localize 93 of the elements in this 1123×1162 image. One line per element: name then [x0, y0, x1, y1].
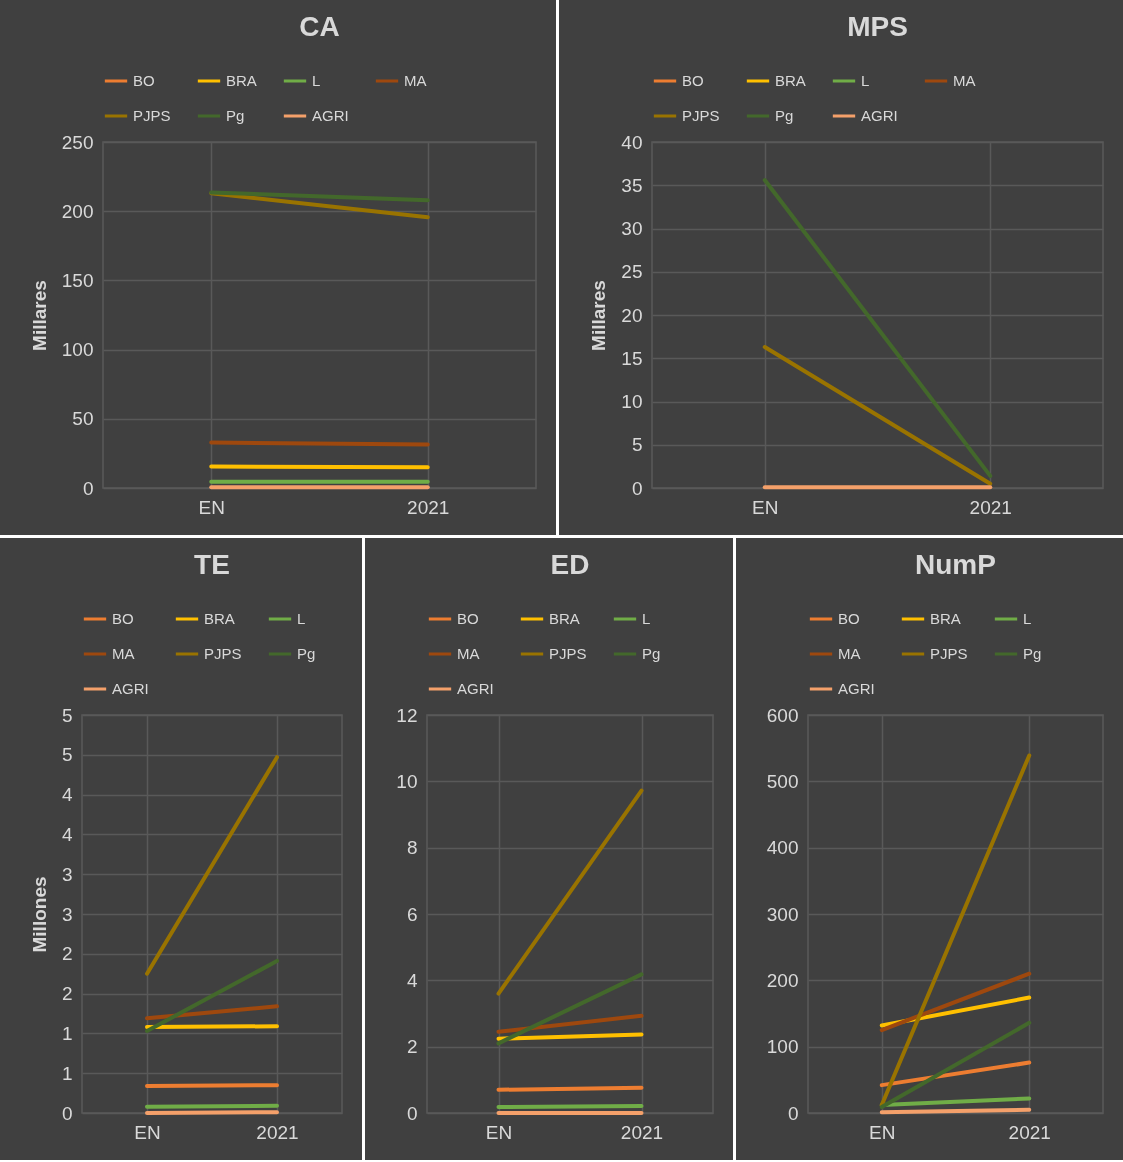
legend-label: L: [1023, 610, 1032, 627]
legend-label: PJPS: [133, 107, 171, 124]
y-tick-label: 30: [621, 218, 643, 239]
y-tick-label: 50: [72, 408, 94, 430]
x-tick-label: EN: [869, 1121, 896, 1143]
legend-label: Pg: [1023, 645, 1042, 662]
legend-label: BO: [838, 610, 860, 627]
y-tick-label: 400: [766, 837, 799, 859]
legend-label: AGRI: [112, 680, 149, 697]
legend-label: BRA: [204, 610, 235, 627]
legend-label: BO: [682, 72, 704, 89]
legend-label: AGRI: [838, 680, 875, 697]
legend-label: PJPS: [930, 645, 968, 662]
y-tick-label: 0: [787, 1102, 799, 1124]
legend-label: L: [861, 72, 870, 89]
legend-label: BRA: [226, 72, 257, 89]
y-tick-label: 1: [61, 1022, 73, 1044]
legend-label: PJPS: [549, 645, 587, 662]
y-tick-label: 0: [82, 477, 94, 499]
y-tick-label: 8: [406, 837, 418, 859]
y-tick-label: 600: [766, 704, 799, 726]
y-tick-label: 3: [61, 903, 73, 925]
legend-label: Pg: [297, 645, 316, 662]
chart-title: ED: [550, 549, 590, 580]
y-tick-label: 0: [61, 1102, 73, 1124]
y-tick-label: 12: [396, 704, 418, 726]
y-tick-label: 150: [61, 269, 94, 291]
legend-label: MA: [404, 72, 427, 89]
y-tick-label: 1: [61, 1062, 73, 1084]
legend-label: AGRI: [861, 107, 898, 124]
legend-label: MA: [838, 645, 861, 662]
legend-label: Pg: [226, 107, 245, 124]
x-tick-label: EN: [485, 1121, 513, 1143]
legend-label: L: [312, 72, 321, 89]
y-tick-label: 5: [631, 434, 643, 456]
y-tick-label: 35: [621, 174, 643, 196]
legend-label: L: [642, 610, 651, 627]
y-tick-label: 200: [766, 969, 799, 991]
y-axis-title: Millares: [28, 280, 50, 351]
legend-label: MA: [457, 645, 480, 662]
x-tick-label: 2021: [620, 1121, 664, 1143]
x-tick-label: EN: [134, 1121, 161, 1143]
y-tick-label: 250: [61, 131, 94, 153]
y-axis-title: Millares: [588, 280, 610, 351]
y-tick-label: 500: [766, 770, 799, 792]
legend-label: PJPS: [682, 107, 720, 124]
y-tick-label: 4: [61, 823, 73, 845]
chart-title: CA: [299, 11, 340, 42]
chart-title: NumP: [915, 549, 996, 580]
x-tick-label: EN: [752, 496, 779, 518]
y-tick-label: 200: [61, 200, 94, 222]
legend-label: MA: [112, 645, 135, 662]
legend-label: MA: [953, 72, 976, 89]
legend-label: BO: [457, 610, 479, 627]
y-tick-label: 4: [406, 969, 418, 991]
legend-label: AGRI: [457, 680, 494, 697]
y-tick-label: 100: [61, 339, 94, 361]
legend-label: BO: [112, 610, 134, 627]
chart-title: TE: [194, 549, 230, 580]
y-tick-label: 4: [61, 784, 73, 806]
legend-label: L: [297, 610, 306, 627]
y-tick-label: 2: [61, 943, 73, 965]
y-tick-label: 10: [621, 391, 643, 412]
chart-title: MPS: [847, 11, 908, 42]
x-tick-label: 2021: [256, 1121, 299, 1143]
legend-label: BRA: [775, 72, 806, 89]
legend-label: Pg: [775, 107, 794, 124]
legend-label: AGRI: [312, 107, 349, 124]
y-tick-label: 25: [621, 261, 643, 283]
legend-label: BO: [133, 72, 155, 89]
y-tick-label: 15: [621, 347, 643, 369]
y-tick-label: 300: [766, 903, 799, 925]
x-tick-label: 2021: [969, 496, 1012, 518]
y-tick-label: 3: [61, 863, 73, 885]
legend-label: BRA: [930, 610, 961, 627]
y-tick-label: 0: [631, 477, 643, 499]
y-tick-label: 10: [396, 770, 418, 792]
x-tick-label: 2021: [1008, 1121, 1051, 1143]
y-tick-label: 20: [621, 304, 643, 326]
legend-label: Pg: [642, 645, 661, 662]
y-tick-label: 2: [61, 983, 73, 1005]
y-tick-label: 2: [406, 1036, 418, 1058]
x-tick-label: 2021: [407, 496, 450, 518]
y-tick-label: 0: [406, 1102, 418, 1124]
legend-label: PJPS: [204, 645, 242, 662]
legend-label: BRA: [549, 610, 580, 627]
y-tick-label: 100: [766, 1036, 799, 1058]
y-tick-label: 5: [61, 704, 73, 726]
x-tick-label: EN: [198, 496, 225, 518]
y-tick-label: 6: [406, 903, 418, 925]
y-axis-title: Millones: [28, 876, 50, 953]
y-tick-label: 5: [61, 744, 73, 766]
y-tick-label: 40: [621, 131, 643, 153]
